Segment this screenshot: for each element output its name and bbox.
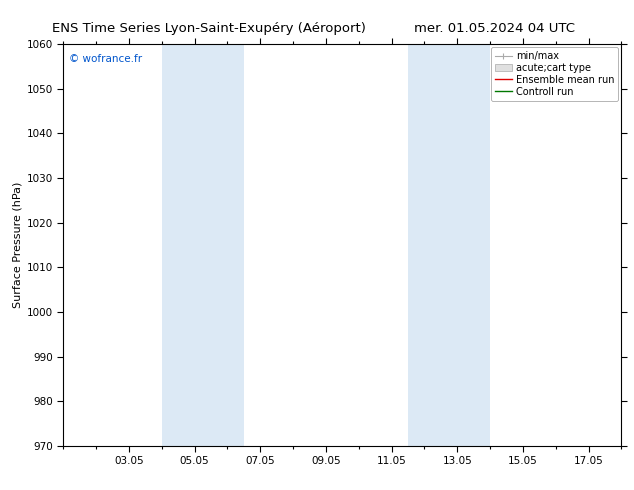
Text: mer. 01.05.2024 04 UTC: mer. 01.05.2024 04 UTC bbox=[414, 22, 575, 35]
Text: ENS Time Series Lyon-Saint-Exupéry (Aéroport): ENS Time Series Lyon-Saint-Exupéry (Aéro… bbox=[52, 22, 366, 35]
Bar bbox=[408, 44, 490, 446]
Bar bbox=[162, 44, 244, 446]
Text: © wofrance.fr: © wofrance.fr bbox=[69, 54, 142, 64]
Y-axis label: Surface Pressure (hPa): Surface Pressure (hPa) bbox=[13, 182, 23, 308]
Legend: min/max, acute;cart type, Ensemble mean run, Controll run: min/max, acute;cart type, Ensemble mean … bbox=[491, 47, 618, 100]
